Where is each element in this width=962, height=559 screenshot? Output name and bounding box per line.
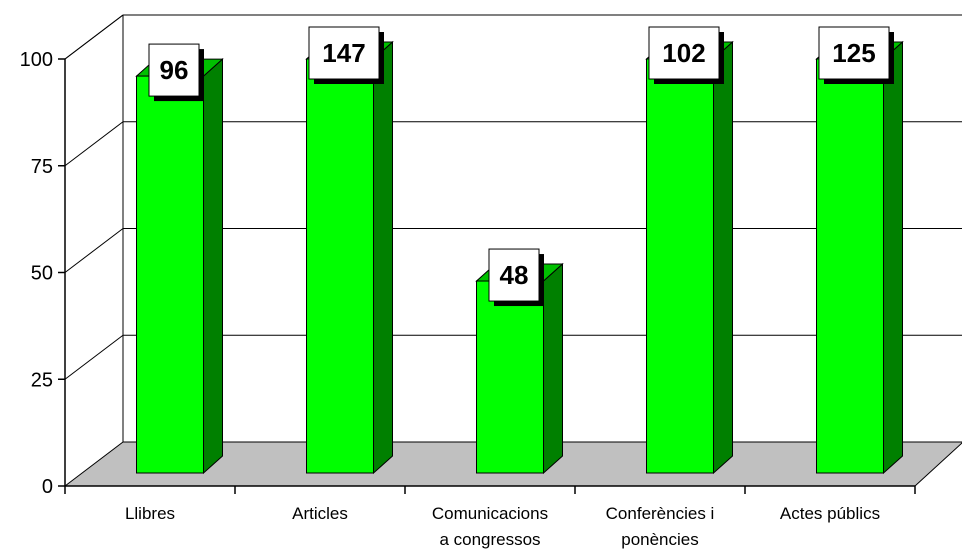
value-label-box [648,26,720,80]
bar-side [883,40,903,475]
y-tick-label: 75 [31,156,53,178]
bar-side [373,40,393,475]
value-label: 125 [832,38,875,68]
x-tick-label: Articles [292,504,348,523]
value-label: 147 [322,38,365,68]
value-label-box [488,248,540,302]
y-tick-label: 50 [31,263,53,285]
y-tick-label: 100 [20,49,53,71]
gridline-side [64,228,124,273]
bar [476,280,544,474]
y-tick-label: 0 [42,476,53,498]
bar-side [543,262,563,475]
value-label-box [818,26,890,80]
gridline-side [64,334,124,380]
bar [816,58,884,474]
x-tick-label: ponències [621,530,699,549]
x-tick-label: Actes públics [780,504,880,523]
y-tick-label: 25 [31,369,53,391]
value-label-box [148,43,200,97]
x-tick-label: Llibres [125,504,175,523]
value-label: 48 [500,260,529,290]
bar [306,58,374,474]
x-tick-label: a congressos [439,530,540,549]
value-label: 102 [662,38,705,68]
value-label-box [308,26,380,80]
bar [646,58,714,474]
bar-side [203,57,223,475]
bar [136,75,204,474]
side-wall-top-edge [64,14,124,60]
value-label: 96 [160,55,189,85]
x-tick-label: Conferències i [606,504,715,523]
bar-side [713,40,733,475]
x-tick-label: Comunicacions [432,504,548,523]
gridline-side [64,121,124,167]
